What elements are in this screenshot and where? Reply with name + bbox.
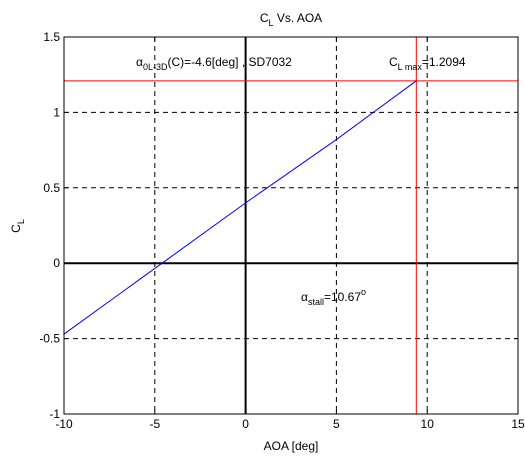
x-tick-label: 10 [421,417,435,431]
chart-title: CL Vs. AOA [260,11,322,28]
plot-area [64,37,518,414]
x-tick-label: 15 [511,417,525,431]
x-tick-label: 5 [333,417,340,431]
y-tick-label: 0 [53,256,60,270]
y-axis-label: CL [9,219,26,233]
y-tick-label: 0.5 [43,181,60,195]
x-tick-label: -5 [149,417,160,431]
y-tick-label: -0.5 [39,332,60,346]
y-tick-label: -1 [49,407,60,421]
y-tick-label: 1 [53,105,60,119]
x-tick-label: 0 [242,417,249,431]
y-tick-label: 1.5 [43,30,60,44]
x-axis-label: AOA [deg] [264,439,319,453]
